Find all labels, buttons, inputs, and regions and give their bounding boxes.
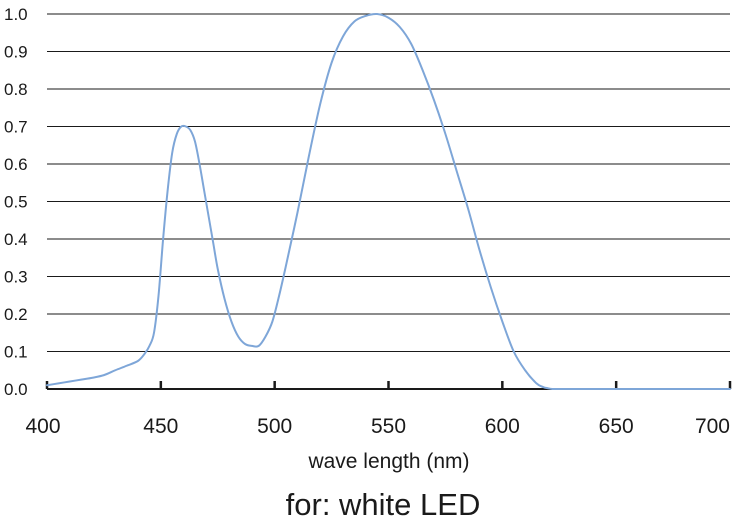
y-tick-label: 1.0 [4, 5, 28, 24]
y-tick-label: 0.5 [4, 193, 28, 212]
y-tick-label: 0.7 [4, 118, 28, 137]
y-tick-label: 0.2 [4, 305, 28, 324]
x-tick-label: 700 [695, 415, 730, 438]
y-tick-label: 0.3 [4, 268, 28, 287]
x-axis-label: wave length (nm) [307, 450, 469, 473]
series-layer [46, 12, 731, 391]
x-tick-label: 400 [25, 415, 60, 438]
grid-layer [47, 13, 730, 352]
y-tick-label: 0.6 [4, 155, 28, 174]
x-tick-label: 650 [599, 415, 634, 438]
y-tick-label: 0.9 [4, 43, 28, 62]
axis-layer: 0.0 0.1 0.2 0.3 0.4 0.5 0.6 0.7 0.8 0.9 1.0 400 450 5… [4, 5, 732, 438]
x-tick-label: 550 [371, 415, 406, 438]
chart-title: for: white LED [286, 487, 481, 520]
label-layer: wave length (nm) for: white LED [286, 450, 481, 522]
x-tick-label: 500 [257, 415, 292, 438]
x-tick-label: 450 [143, 415, 178, 438]
spectrum-line-0 [46, 12, 731, 391]
y-tick-label: 0.4 [4, 230, 28, 249]
y-tick-label: 0.0 [4, 380, 28, 399]
x-tick-label: 600 [485, 415, 520, 438]
y-tick-label: 0.1 [4, 343, 28, 362]
y-tick-label: 0.8 [4, 80, 28, 99]
